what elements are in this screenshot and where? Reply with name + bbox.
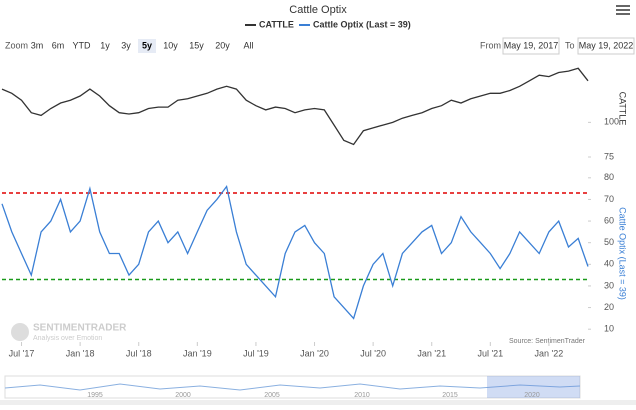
x-tick-label: Jul '17 xyxy=(9,348,35,358)
x-tick-label: Jan '19 xyxy=(183,348,212,358)
navigator-label: 2020 xyxy=(524,392,540,399)
navigator-label: 2015 xyxy=(442,392,458,399)
x-tick-label: Jul '21 xyxy=(477,348,503,358)
x-tick-label: Jan '20 xyxy=(300,348,329,358)
zoom-button[interactable]: All xyxy=(243,40,253,50)
legend-label[interactable]: Cattle Optix (Last = 39) xyxy=(313,19,411,29)
zoom-label: Zoom xyxy=(5,40,28,50)
zoom-button[interactable]: 5y xyxy=(142,40,152,50)
to-date[interactable]: May 19, 2022 xyxy=(579,40,634,50)
zoom-button[interactable]: YTD xyxy=(73,40,92,50)
watermark-logo xyxy=(11,323,29,341)
zoom-button-bg xyxy=(138,39,156,53)
x-tick-label: Jul '19 xyxy=(243,348,269,358)
from-date[interactable]: May 19, 2017 xyxy=(504,40,559,50)
y-axis-title: CATTLE xyxy=(618,92,628,126)
zoom-button[interactable]: 10y xyxy=(163,40,178,50)
y-tick-label: 30 xyxy=(604,280,614,290)
to-input[interactable] xyxy=(577,37,635,55)
navigator[interactable] xyxy=(4,375,581,399)
navigator-label: 2005 xyxy=(264,392,280,399)
navigator-label: 1995 xyxy=(87,392,103,399)
watermark: SENTIMENTRADER xyxy=(33,323,127,334)
zoom-button[interactable]: 3m xyxy=(31,40,44,50)
x-tick-label: Jan '21 xyxy=(417,348,446,358)
x-tick-label: Jan '18 xyxy=(66,348,95,358)
zoom-button[interactable]: 20y xyxy=(215,40,230,50)
y-tick-label: 50 xyxy=(604,237,614,247)
y-tick-label: 70 xyxy=(604,194,614,204)
navigator-selection[interactable] xyxy=(487,376,580,398)
y-tick-label: 80 xyxy=(604,172,614,182)
zoom-button[interactable]: 6m xyxy=(52,40,65,50)
y-tick-label: 40 xyxy=(604,259,614,269)
chart-title: Cattle Optix xyxy=(289,4,347,16)
legend-label[interactable]: CATTLE xyxy=(259,19,294,29)
navigator-label: 2000 xyxy=(175,392,191,399)
series-line xyxy=(1,67,589,146)
y-tick-label: 10 xyxy=(604,324,614,334)
x-tick-label: Jan '22 xyxy=(535,348,564,358)
zoom-button[interactable]: 15y xyxy=(189,40,204,50)
zoom-button[interactable]: 3y xyxy=(121,40,131,50)
menu-icon[interactable] xyxy=(616,5,630,15)
y-tick-label: 100 xyxy=(604,117,619,127)
y-tick-label: 20 xyxy=(604,302,614,312)
x-tick-label: Jul '18 xyxy=(126,348,152,358)
y-tick-label: 75 xyxy=(604,151,614,161)
from-label: From xyxy=(480,40,501,50)
scrollbar[interactable] xyxy=(0,400,636,405)
from-input[interactable] xyxy=(502,37,560,55)
navigator-label: 2010 xyxy=(354,392,370,399)
y-axis-title: Cattle Optix (Last = 39) xyxy=(618,207,628,300)
navigator-line xyxy=(4,383,581,391)
x-tick-label: Jul '20 xyxy=(360,348,386,358)
to-label: To xyxy=(565,40,575,50)
watermark-tagline: Analysis over Emotion xyxy=(33,335,102,342)
y-tick-label: 60 xyxy=(604,215,614,225)
zoom-button[interactable]: 1y xyxy=(100,40,110,50)
source: Source: SentimenTrader xyxy=(509,338,586,345)
series-line xyxy=(1,184,589,320)
